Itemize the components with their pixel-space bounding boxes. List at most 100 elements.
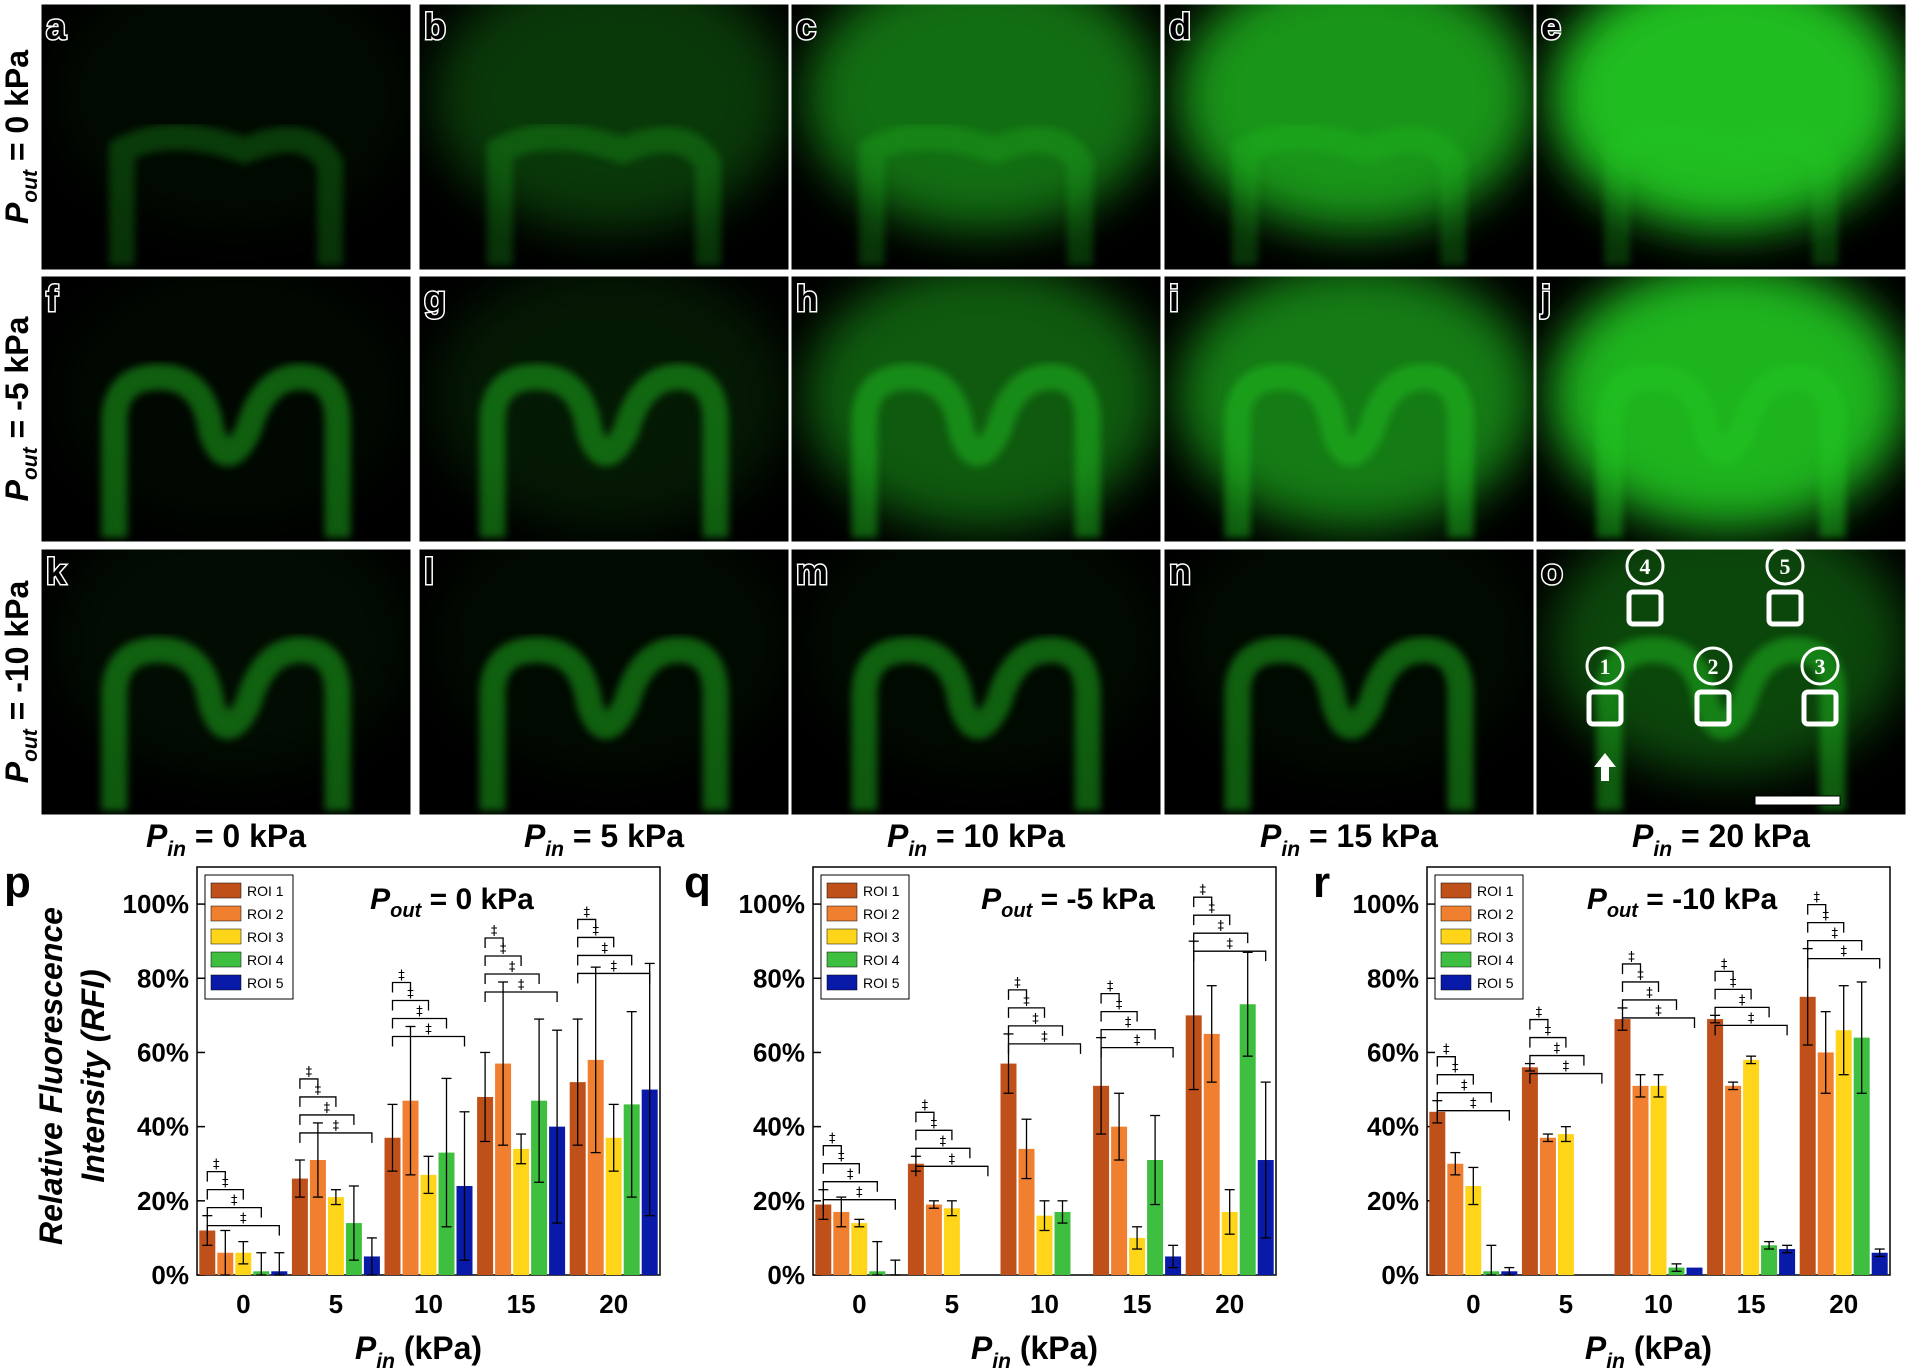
bar-roi3 (1557, 1134, 1574, 1275)
significance-mark: ‡ (949, 1152, 956, 1167)
significance-bracket (1714, 1024, 1788, 1036)
legend-label: ROI 1 (863, 883, 900, 899)
significance-bracket (1807, 921, 1845, 933)
x-axis-label: Pin (kPa) (355, 1330, 482, 1370)
microchannel (486, 124, 722, 266)
arrow-up-icon (1594, 753, 1616, 781)
bar-roi3 (1465, 1185, 1482, 1275)
bar-roi4 (1761, 1245, 1778, 1275)
panel-letter-o: o (1541, 551, 1563, 592)
bar-roi1 (199, 1230, 216, 1275)
bar-roi2 (1817, 1052, 1834, 1275)
column-label-2-value: = 10 kPa (927, 818, 1065, 854)
significance-bracket (391, 999, 430, 1011)
bar-roi1 (1093, 1085, 1110, 1275)
bar-roi3 (943, 1208, 960, 1275)
significance-mark: ‡ (829, 1132, 836, 1147)
column-label-1-subscript: in (545, 838, 564, 861)
chart-r: r0%20%40%60%80%100%0‡‡‡‡5‡‡‡‡10‡‡‡‡15‡‡‡… (1313, 858, 1891, 1370)
legend-swatch (1440, 928, 1472, 945)
significance-mark: ‡ (1107, 980, 1114, 995)
column-label-1-value: = 5 kPa (564, 818, 684, 854)
significance-mark: ‡ (398, 968, 405, 983)
significance-mark: ‡ (491, 924, 498, 939)
significance-mark: ‡ (583, 905, 590, 920)
row-label-2-symbol: P (0, 761, 35, 783)
x-tick-label: 0 (236, 1289, 250, 1319)
significance-bracket (484, 937, 504, 948)
micrograph-content (804, 275, 1162, 538)
significance-mark: ‡ (231, 1194, 238, 1209)
bar-roi2 (1632, 1085, 1649, 1275)
row-label-2-subscript: out (19, 728, 42, 762)
significance-mark: ‡ (1840, 945, 1847, 960)
x-tick-label: 10 (414, 1289, 443, 1319)
significance-bracket (1621, 981, 1660, 992)
x-axis-label-subscript: in (1606, 1350, 1625, 1370)
panel-letter-n: n (1169, 551, 1191, 592)
y-tick-label: 80% (753, 963, 805, 993)
row-label-1: Pout = -5 kPa (0, 316, 42, 501)
significance-mark: ‡ (1116, 998, 1123, 1013)
bar-roi4 (1147, 1160, 1164, 1275)
significance-mark: ‡ (1748, 1011, 1755, 1026)
significance-bracket (391, 981, 412, 993)
fluorescence-glow (804, 548, 1162, 776)
significance-mark: ‡ (1813, 891, 1820, 906)
roi-number-5: 5 (1780, 554, 1791, 579)
bar-roi3 (420, 1174, 437, 1275)
column-label-2-symbol: P (887, 818, 909, 854)
y-tick-label: 40% (753, 1112, 805, 1142)
micrograph-c: c (790, 3, 1162, 271)
panel-letter-m: m (796, 551, 828, 592)
micrograph-content (432, 275, 790, 538)
bar-roi2 (1018, 1148, 1035, 1275)
significance-mark: ‡ (324, 1101, 331, 1116)
legend-swatch (210, 882, 242, 899)
significance-bracket (577, 936, 615, 948)
bar-roi3 (513, 1148, 530, 1275)
microchannel (1596, 363, 1846, 538)
micrograph-content (432, 548, 790, 811)
micrograph-h: h (790, 275, 1162, 543)
significance-mark: ‡ (1628, 950, 1635, 965)
bar-roi4 (531, 1100, 548, 1275)
x-tick-label: 5 (329, 1289, 343, 1319)
significance-bracket (1436, 1074, 1474, 1085)
significance-bracket (1436, 1056, 1456, 1067)
significance-bracket (1100, 992, 1120, 1004)
significance-bracket (1193, 896, 1213, 908)
significance-mark: ‡ (518, 978, 525, 993)
micrograph-content (804, 3, 1162, 266)
fluorescence-glow (54, 548, 412, 776)
significance-bracket (1436, 1092, 1492, 1103)
y-tick-label: 100% (1353, 889, 1420, 919)
chart-title: Pout = -5 kPa (981, 883, 1155, 922)
significance-bracket (1714, 970, 1734, 982)
x-tick-label: 10 (1030, 1289, 1059, 1319)
y-tick-label: 20% (753, 1186, 805, 1216)
x-axis-label-value: (kPa) (1625, 1330, 1712, 1366)
legend-label: ROI 1 (247, 883, 284, 899)
panel-letter-h: h (796, 278, 818, 319)
micrograph-content (1549, 3, 1907, 266)
y-tick-label: 100% (123, 889, 190, 919)
x-tick-label: 15 (1123, 1289, 1152, 1319)
significance-bracket (1529, 1054, 1585, 1066)
micrograph-e: e (1535, 3, 1907, 271)
fluorescence-glow (1177, 548, 1535, 776)
column-labels: Pin = 0 kPa Pin = 5 kPa Pin = 10 kPa Pin = … (146, 818, 1810, 861)
significance-mark: ‡ (425, 1022, 432, 1037)
legend-label: ROI 2 (247, 906, 284, 922)
legend-label: ROI 3 (863, 929, 900, 945)
significance-bracket (1007, 989, 1028, 1000)
y-tick-label: 60% (1367, 1037, 1419, 1067)
roi-box-4 (1626, 589, 1664, 627)
chart-title-subscript: out (1607, 900, 1639, 922)
significance-mark: ‡ (1226, 937, 1233, 952)
bar-roi1 (384, 1137, 401, 1275)
legend-label: ROI 5 (1477, 975, 1514, 991)
significance-mark: ‡ (1023, 994, 1030, 1009)
chart-title-value: = -5 kPa (1032, 883, 1155, 916)
